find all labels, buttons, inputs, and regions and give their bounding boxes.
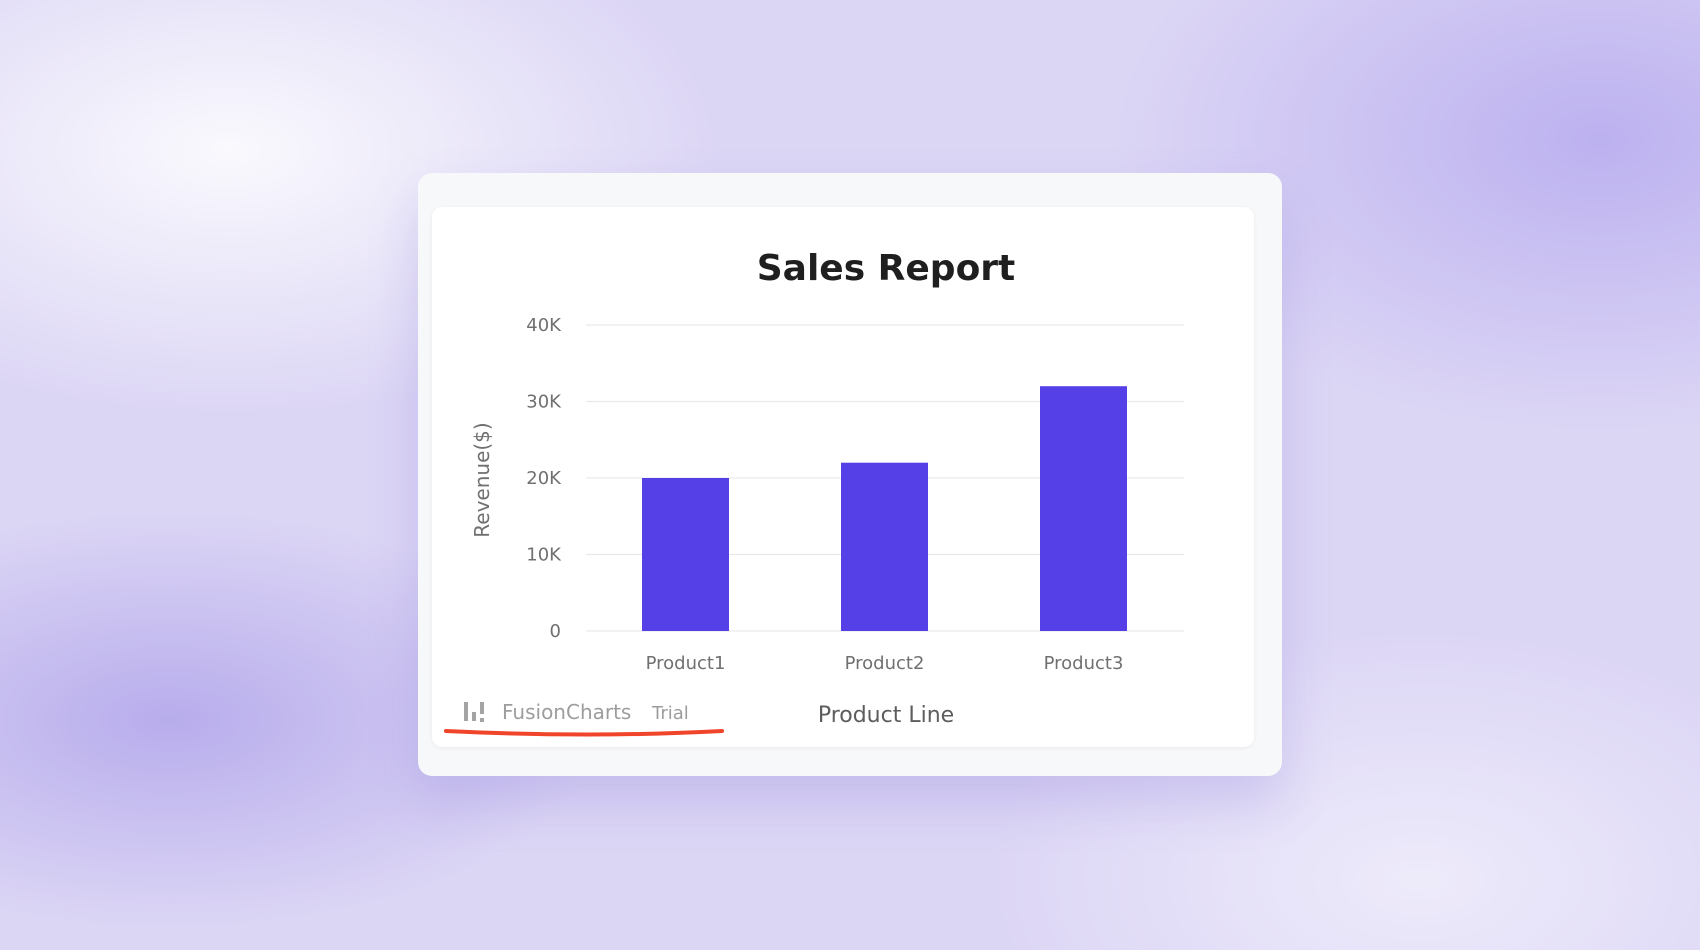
- watermark-underline: [444, 729, 724, 737]
- bars: [642, 386, 1127, 631]
- watermark-brand: FusionCharts: [502, 700, 631, 724]
- x-tick-label: Product3: [1044, 653, 1124, 674]
- bar-product1[interactable]: [642, 478, 729, 631]
- bar-chart-icon: [464, 702, 484, 722]
- x-axis-title: Product Line: [818, 703, 954, 728]
- y-tick-label: 0: [550, 621, 561, 642]
- fusioncharts-watermark[interactable]: FusionCharts Trial: [444, 700, 724, 737]
- y-axis-ticks: 0 10K 20K 30K 40K: [526, 315, 562, 642]
- y-axis-title: Revenue($): [470, 422, 494, 537]
- chart-title: Sales Report: [757, 248, 1016, 289]
- y-tick-label: 20K: [526, 468, 562, 489]
- y-tick-label: 10K: [526, 545, 562, 566]
- x-tick-label: Product1: [646, 653, 726, 674]
- watermark-suffix: Trial: [651, 703, 689, 724]
- y-tick-label: 40K: [526, 315, 562, 336]
- bar-product3[interactable]: [1040, 386, 1127, 631]
- y-tick-label: 30K: [526, 392, 562, 413]
- x-tick-label: Product2: [845, 653, 925, 674]
- x-axis-ticks: Product1 Product2 Product3: [646, 653, 1124, 674]
- bar-product2[interactable]: [841, 462, 928, 631]
